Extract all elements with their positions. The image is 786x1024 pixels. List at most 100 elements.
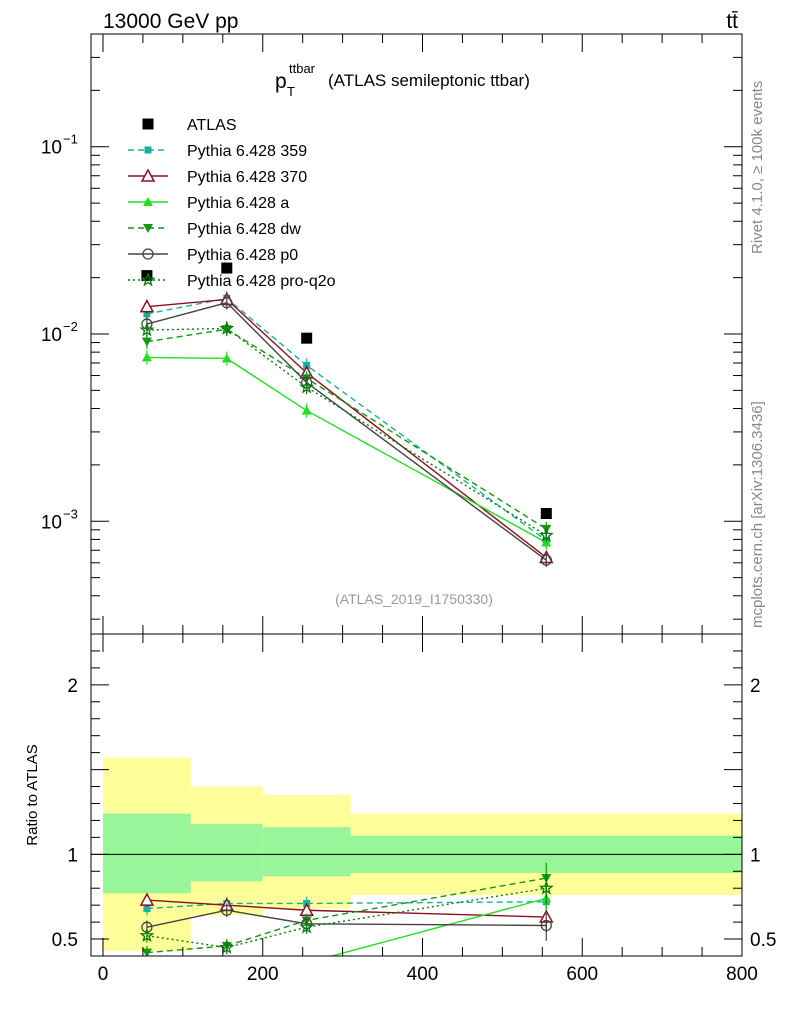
ratio-frame [90, 633, 743, 957]
series-1 [139, 291, 554, 565]
mcplots-label: mcplots.cern.ch [arXiv:1306.3436] [749, 401, 766, 628]
analysis-id: (ATLAS_2019_I1750330) [335, 591, 493, 607]
marker-triangle [222, 971, 232, 980]
header-left: 13000 GeV pp [103, 10, 238, 33]
marker-square [144, 146, 152, 154]
ratio-line [146, 887, 547, 949]
legend-label: Pythia 6.428 359 [187, 143, 307, 160]
legend-label: Pythia 6.428 a [187, 195, 289, 212]
marker-triangle [301, 405, 312, 415]
uncertainty-band-inner [262, 827, 351, 877]
legend-label: Pythia 6.428 pro-q2o [187, 273, 336, 290]
ratio-series-5 [139, 872, 554, 955]
ratio-line [146, 901, 547, 910]
title-rest: (ATLAS semileptonic ttbar) [328, 71, 530, 90]
marker-square [143, 310, 151, 318]
uncertainty-band-inner [102, 813, 191, 894]
marker-triangle-down [141, 337, 152, 347]
x-tick-label: 600 [566, 964, 598, 985]
ratio-ylabel: Ratio to ATLAS [24, 744, 41, 845]
y-tick-label-base: 10 [41, 325, 62, 346]
marker-triangle-down [143, 224, 153, 233]
title-p: p [275, 70, 287, 93]
marker-star-open [299, 919, 315, 934]
plot-title: p T ttbar (ATLAS semileptonic ttbar) [275, 61, 530, 99]
marker-circle-open [540, 919, 552, 932]
ratio-tick-label-right: 1 [750, 845, 761, 866]
marker-triangle [143, 197, 153, 206]
marker-star-open [140, 272, 156, 287]
series-line [146, 356, 547, 544]
marker-data [221, 262, 233, 274]
legend-label: Pythia 6.428 p0 [187, 247, 298, 264]
marker-circle-open [142, 248, 154, 260]
main-y-axis: 10−110−210−3 [41, 33, 742, 620]
ratio-tick-label-right: 2 [750, 676, 761, 697]
series-line [146, 298, 547, 559]
marker-star-open [299, 379, 315, 394]
marker-triangle [142, 973, 152, 982]
marker-data [142, 118, 154, 130]
ratio-line [146, 909, 547, 928]
main-content [139, 262, 554, 568]
legend-entry-0: Pythia 6.428 359 [128, 143, 307, 160]
marker-star-open [219, 939, 235, 954]
legend: ATLAS Pythia 6.428 359 Pythia 6.428 370 Pyt… [128, 117, 336, 290]
y-tick-label-exp: −1 [63, 132, 78, 147]
marker-data [301, 332, 313, 344]
legend-label: ATLAS [187, 117, 237, 134]
ratio-line [329, 897, 547, 956]
series-line [146, 297, 547, 541]
series-line [146, 301, 547, 561]
legend-entry-1: Pythia 6.428 370 [128, 168, 307, 186]
ratio-content [91, 757, 742, 982]
legend-entry-2: Pythia 6.428 a [128, 195, 289, 212]
series-3 [141, 322, 552, 536]
marker-star-open [139, 322, 155, 337]
y-tick-label-base: 10 [41, 512, 62, 533]
ratio-line [146, 877, 547, 954]
x-tick-label: 0 [98, 964, 109, 985]
legend-label: Pythia 6.428 370 [187, 169, 307, 186]
y-tick-label-exp: −3 [63, 506, 78, 521]
series-2 [141, 350, 552, 550]
legend-entry-3: Pythia 6.428 dw [128, 221, 301, 238]
marker-triangle [302, 958, 312, 967]
x-tick-label: 800 [726, 964, 758, 985]
marker-square [143, 905, 151, 913]
marker-triangle-down [141, 948, 152, 956]
marker-triangle-open [139, 299, 155, 313]
title-sup: ttbar [289, 61, 316, 76]
marker-circle-open [540, 554, 552, 566]
marker-star-open [538, 880, 554, 895]
ratio-tick-label: 2 [67, 676, 78, 697]
x-tick-label: 400 [407, 964, 439, 985]
ratio-panel: 0.5 0.5 1 1 2 2 0 200 400 600 800 [52, 34, 776, 985]
uncertainty-band-inner [190, 823, 263, 882]
legend-entry-5: Pythia 6.428 pro-q2o [128, 272, 336, 290]
marker-star-open [538, 527, 554, 542]
marker-data [540, 508, 552, 520]
marker-triangle-open [139, 892, 155, 906]
legend-entry-4: Pythia 6.428 p0 [128, 247, 298, 264]
ratio-tick-label: 1 [67, 845, 78, 866]
rivet-label: Rivet 4.1.0, ≥ 100k events [749, 81, 766, 254]
series-5 [139, 320, 554, 543]
marker-star-open [139, 927, 155, 942]
main-panel: 10−110−210−3 [41, 33, 742, 620]
marker-triangle [221, 353, 232, 363]
legend-label: Pythia 6.428 dw [187, 221, 301, 238]
ratio-tick-label: 0.5 [52, 930, 78, 951]
marker-circle-open [221, 904, 233, 916]
marker-star-open [219, 320, 235, 335]
title-sub: T [287, 84, 295, 99]
series-4 [141, 295, 552, 568]
ratio-y-axis: 0.5 0.5 1 1 2 2 [52, 633, 776, 957]
y-tick-label-base: 10 [41, 138, 62, 159]
series-0 [143, 291, 550, 548]
header-right: tt̄ [726, 10, 738, 33]
x-tick-label: 200 [247, 964, 279, 985]
ratio-line [146, 899, 547, 918]
legend-entry-data: ATLAS [142, 117, 237, 134]
